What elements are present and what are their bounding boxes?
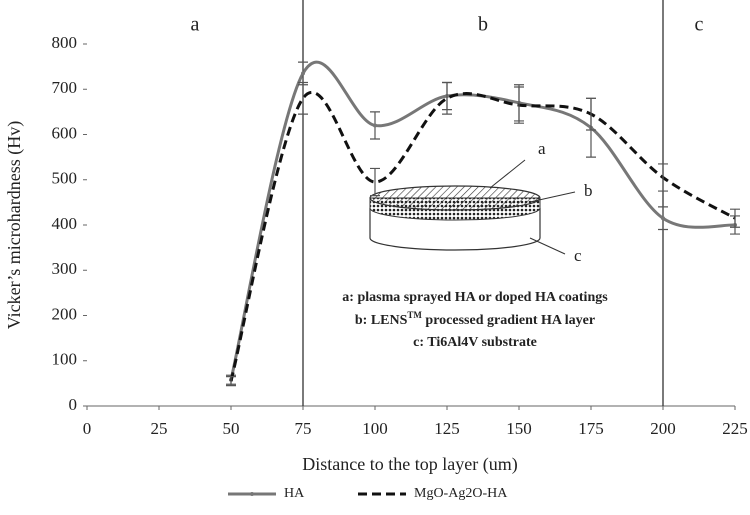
note: a: plasma sprayed HA or doped HA coating… [342, 290, 608, 305]
y-tick-label: 100 [52, 350, 78, 369]
y-tick-label: 200 [52, 304, 78, 323]
region-label: a [191, 14, 200, 36]
x-tick-label: 125 [434, 419, 460, 438]
inset-label: b [584, 181, 593, 200]
x-tick-label: 225 [722, 419, 748, 438]
error-bar [370, 167, 380, 197]
inset-diagram [369, 159, 576, 255]
x-tick-label: 100 [362, 419, 388, 438]
error-bar [514, 86, 524, 124]
region-label: b [478, 14, 488, 36]
error-bar [442, 81, 452, 115]
legend-label: HA [284, 486, 305, 501]
y-tick-label: 700 [52, 78, 78, 97]
note: c: Ti6Al4V substrate [413, 335, 537, 350]
error-bar [658, 163, 668, 192]
x-tick-label: 175 [578, 419, 604, 438]
error-bar [298, 81, 308, 115]
y-tick-label: 600 [52, 123, 78, 142]
y-tick-label: 0 [69, 395, 78, 414]
note: processed gradient HA layer [422, 313, 595, 328]
error-bar [298, 81, 308, 115]
error-bar [730, 208, 740, 228]
y-tick-label: 400 [52, 214, 78, 233]
x-tick-label: 50 [223, 419, 240, 438]
series-line [229, 91, 736, 382]
inset-label: c [574, 246, 582, 265]
error-bar [586, 97, 596, 131]
data-point [661, 216, 665, 221]
legend-label: MgO-Ag2O-HA [414, 486, 508, 501]
region-label: c [695, 14, 704, 36]
x-tick-label: 0 [83, 419, 92, 438]
error-bar [514, 86, 524, 124]
y-axis-label: Vicker’s microhardness (Hv) [4, 121, 25, 330]
note: TM [407, 310, 422, 320]
error-bar [226, 375, 236, 387]
legend-marker [250, 492, 254, 496]
y-tick-label: 500 [52, 169, 78, 188]
error-bar [442, 81, 452, 115]
x-tick-label: 75 [295, 419, 312, 438]
error-bar [370, 167, 380, 197]
error-bar [586, 97, 596, 131]
data-point [373, 123, 377, 128]
error-bar [730, 208, 740, 228]
x-tick-label: 200 [650, 419, 676, 438]
x-tick-label: 25 [151, 419, 168, 438]
x-tick-label: 150 [506, 419, 532, 438]
data-point [301, 71, 305, 76]
note: b: LENSTM processed gradient HA layer [355, 310, 595, 328]
y-tick-label: 800 [52, 33, 78, 52]
inset-label: a [538, 139, 546, 158]
note: b: LENS [355, 313, 408, 328]
y-tick-label: 300 [52, 259, 78, 278]
error-bar [658, 163, 668, 192]
error-bar [226, 375, 236, 387]
x-axis-label: Distance to the top layer (um) [302, 454, 517, 475]
